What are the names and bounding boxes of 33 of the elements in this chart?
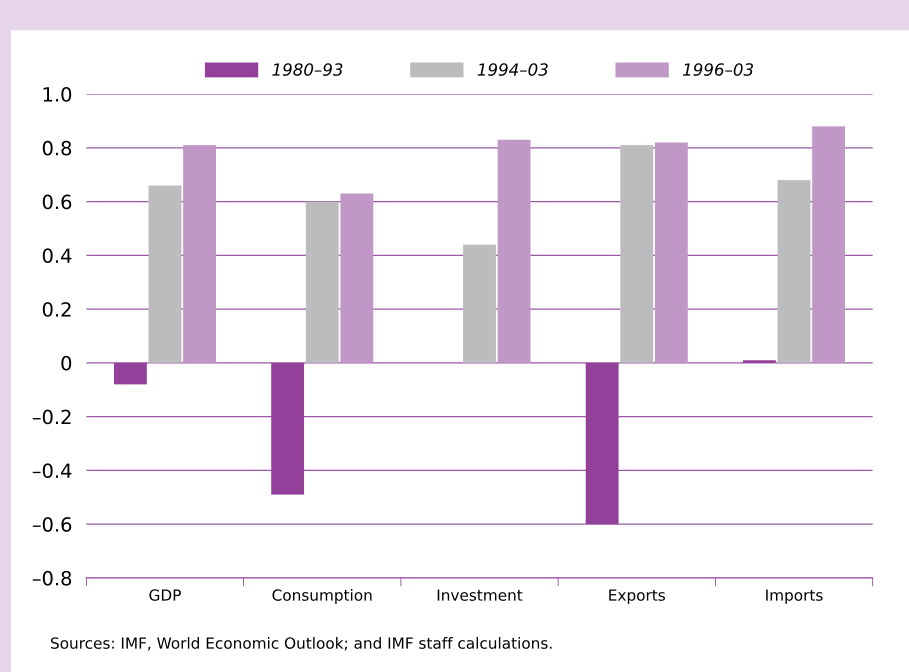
bar: [654, 142, 688, 363]
bar: [812, 126, 846, 363]
bar: [742, 360, 776, 363]
bar: [620, 145, 654, 363]
y-tick-label: 1.0: [44, 87, 72, 102]
x-tick-label: GDP: [149, 589, 181, 601]
legend-label: 1994–03: [478, 63, 548, 76]
bar: [463, 244, 496, 363]
legend-label: 1980–93: [272, 63, 342, 76]
y-tick-label: –0.2: [32, 410, 71, 424]
source-note: Sources: IMF, World Economic Outlook; and IMF staff calculations.: [51, 637, 552, 650]
x-tick-label: Imports: [766, 590, 823, 604]
bar: [586, 362, 619, 524]
bar: [183, 145, 216, 363]
y-tick-label: –0.6: [32, 517, 72, 532]
bar: [306, 202, 339, 363]
y-tick-label: 0.4: [42, 248, 72, 264]
y-tick-label: –0.8: [32, 570, 72, 586]
bar: [778, 180, 810, 363]
bar: [271, 362, 304, 495]
bar: [148, 185, 182, 363]
y-tick-label: 0: [61, 356, 72, 371]
x-tick-label: Investment: [438, 590, 522, 601]
bar: [498, 140, 531, 363]
x-tick-label: Consumption: [272, 589, 372, 604]
bar: [114, 362, 147, 384]
y-tick-label: 0.8: [42, 140, 72, 156]
y-tick-label: 0.2: [42, 302, 71, 317]
legend-label: 1996–03: [682, 63, 754, 76]
y-tick-label: 0.6: [42, 194, 72, 210]
y-tick-label: –0.4: [32, 463, 72, 478]
bar: [340, 194, 374, 363]
x-tick-label: Exports: [609, 590, 665, 604]
